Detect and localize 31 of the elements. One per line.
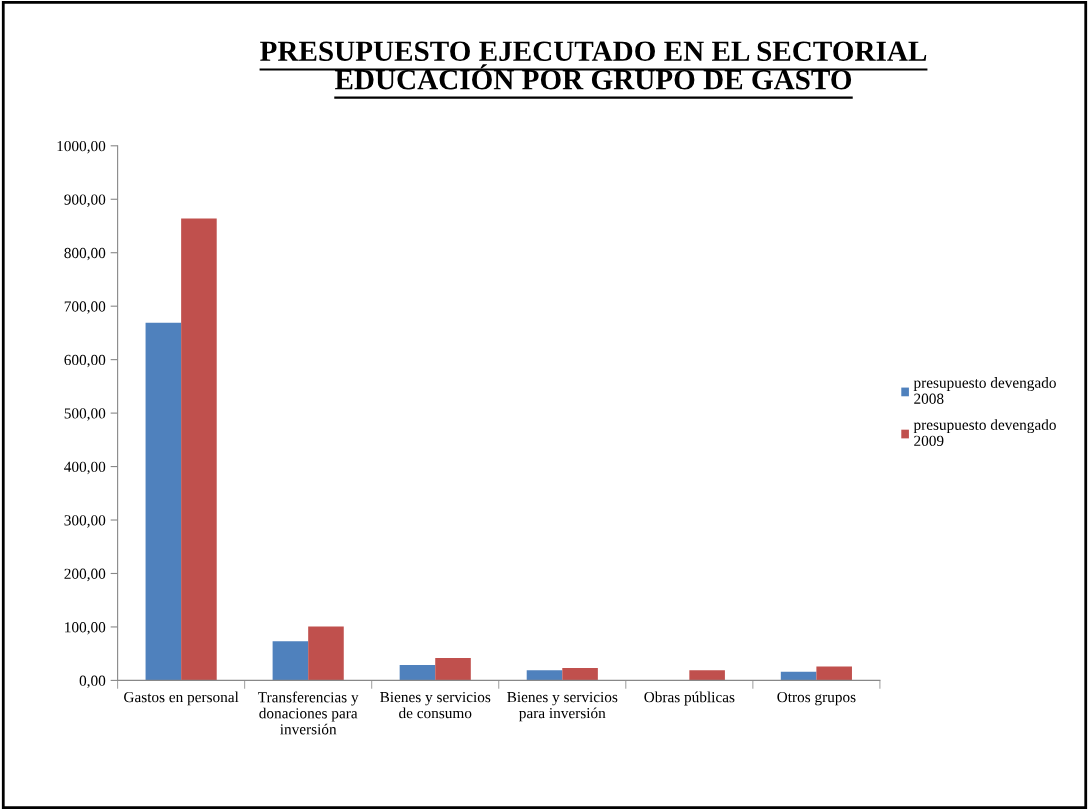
bar bbox=[816, 666, 852, 681]
y-tick-label: 100,00 bbox=[65, 622, 106, 635]
bar bbox=[780, 671, 817, 681]
y-tick-label: 200,00 bbox=[64, 568, 106, 582]
legend-label: presupuesto devengado 2008 bbox=[913, 377, 1056, 404]
chart-title: PRESUPUESTO EJECUTADO EN EL SECTORIAL EDUCACIÓN POR GRUPO DE GASTO bbox=[260, 41, 927, 90]
bar bbox=[562, 668, 598, 681]
y-tick-label: 900,00 bbox=[64, 194, 106, 207]
y-tick-label: 0,00 bbox=[79, 675, 106, 689]
y-tick-label: 400,00 bbox=[64, 461, 106, 475]
x-tick-label: Obras públicas bbox=[644, 691, 735, 706]
y-tick-label: 500,00 bbox=[64, 408, 106, 421]
bar bbox=[399, 664, 436, 681]
x-tick-label: Otros grupos bbox=[777, 691, 856, 706]
y-tick-label: 800,00 bbox=[64, 247, 106, 261]
y-tick-label: 700,00 bbox=[64, 301, 106, 314]
bar bbox=[308, 626, 344, 681]
x-tick-label: Transferencias y donaciones para inversión bbox=[258, 691, 359, 735]
bar bbox=[272, 641, 309, 681]
x-tick-label: Bienes y servicios para inversión bbox=[507, 691, 618, 722]
bar bbox=[181, 218, 217, 681]
y-tick-label: 600,00 bbox=[64, 354, 106, 368]
bar bbox=[526, 670, 563, 681]
bar bbox=[689, 670, 725, 681]
bar bbox=[435, 657, 471, 681]
bar bbox=[145, 322, 182, 681]
x-tick-label: Gastos en personal bbox=[124, 691, 239, 706]
legend-label: presupuesto devengado 2009 bbox=[913, 419, 1056, 446]
y-tick-label: 300,00 bbox=[64, 515, 106, 528]
y-tick-label: 1000,00 bbox=[57, 140, 106, 154]
x-tick-label: Bienes y servicios de consumo bbox=[380, 691, 491, 719]
